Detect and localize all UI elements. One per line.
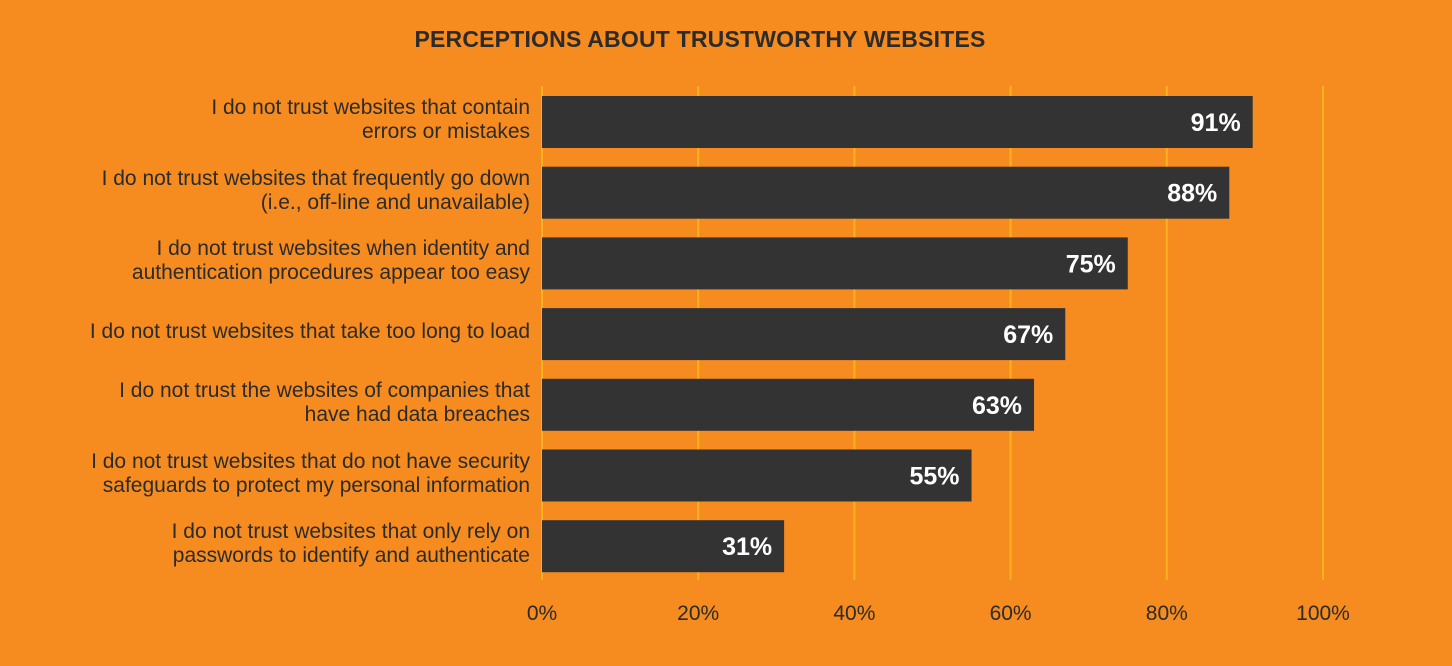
bar-value-label: 55% bbox=[910, 463, 960, 491]
category-label-line: authentication procedures appear too eas… bbox=[131, 261, 530, 285]
category-label-line: I do not trust websites that do not have… bbox=[91, 449, 530, 473]
category-label-line: safeguards to protect my personal inform… bbox=[102, 473, 530, 497]
category-label-line: have had data breaches bbox=[304, 402, 530, 426]
category-label-line: passwords to identify and authenticate bbox=[172, 544, 530, 568]
category-label-line: I do not trust websites when identity an… bbox=[156, 237, 530, 261]
bar bbox=[542, 449, 972, 502]
category-label-line: I do not trust websites that frequently … bbox=[101, 166, 530, 190]
bar-value-label: 91% bbox=[1191, 109, 1241, 137]
category-label: I do not trust websites that contain erro… bbox=[211, 96, 530, 144]
x-tick-label: 80% bbox=[1146, 602, 1188, 625]
category-label-line: I do not trust websites that contain bbox=[211, 96, 530, 119]
bar bbox=[542, 166, 1230, 219]
bar bbox=[542, 378, 1035, 431]
category-label-line: errors or mistakes bbox=[361, 120, 530, 143]
x-tick-label: 0% bbox=[527, 602, 557, 625]
category-label: I do not trust websites that frequently … bbox=[102, 167, 530, 215]
category-label: I do not trust websites that only rely o… bbox=[172, 520, 530, 568]
bar-value-label: 88% bbox=[1167, 180, 1217, 208]
category-label: I do not trust the websites of companies… bbox=[119, 379, 530, 427]
category-label: I do not trust websites that do not have… bbox=[91, 450, 530, 498]
bar-value-label: 75% bbox=[1066, 250, 1116, 278]
category-label: I do not trust websites that take too lo… bbox=[90, 320, 530, 344]
category-label: I do not trust websites when identity an… bbox=[132, 237, 530, 285]
category-label-line: I do not trust websites that take too lo… bbox=[89, 320, 530, 344]
bar-value-label: 67% bbox=[1003, 321, 1053, 349]
x-tick-label: 60% bbox=[990, 602, 1032, 625]
bar bbox=[542, 237, 1128, 290]
bar-value-label: 31% bbox=[722, 533, 772, 561]
x-tick-label: 100% bbox=[1296, 602, 1350, 625]
category-label-line: I do not trust the websites of companies… bbox=[119, 378, 530, 402]
x-tick-label: 40% bbox=[833, 602, 875, 625]
bar bbox=[542, 96, 1253, 148]
bar bbox=[542, 308, 1066, 361]
bar-value-label: 63% bbox=[972, 392, 1022, 420]
bar bbox=[542, 520, 785, 573]
x-tick-label: 20% bbox=[677, 602, 719, 625]
category-label-line: I do not trust websites that only rely o… bbox=[171, 520, 530, 544]
chart-title: PERCEPTIONS ABOUT TRUSTWORTHY WEBSITES bbox=[414, 26, 986, 52]
category-label-line: (i.e., off-line and unavailable) bbox=[260, 190, 530, 214]
